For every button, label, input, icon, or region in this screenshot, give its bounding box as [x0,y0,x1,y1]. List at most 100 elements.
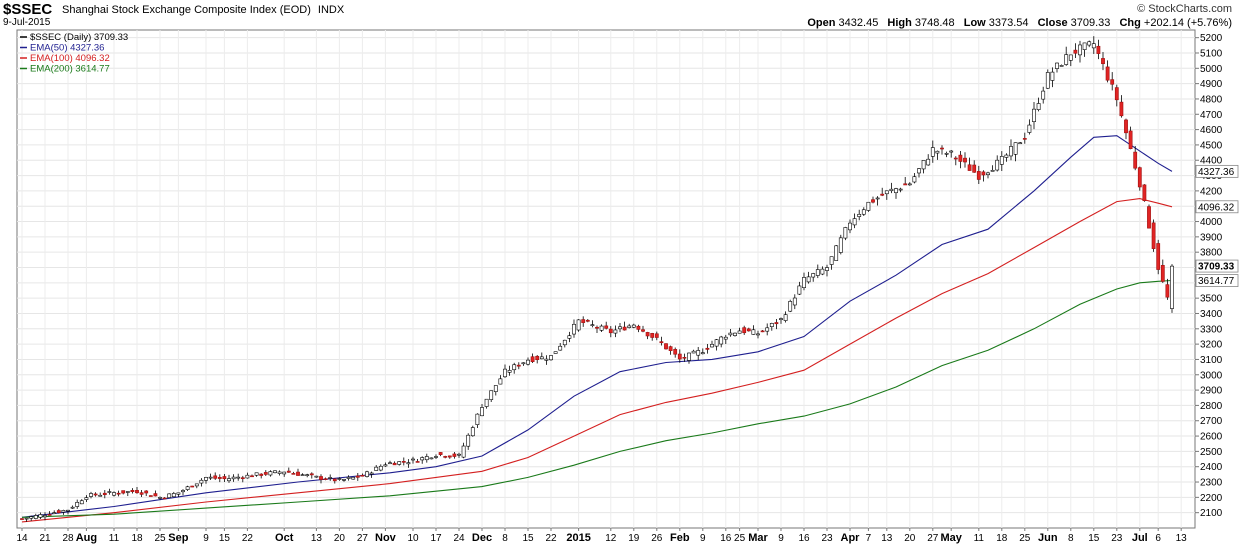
y-tick-label: 5000 [1200,64,1223,75]
candle [314,475,319,478]
y-tick-label: 4600 [1200,125,1223,136]
x-tick-label: 25 [734,533,746,544]
candle [300,473,305,476]
candle [305,473,310,478]
candle [84,495,89,502]
x-tick-label: 21 [39,533,51,544]
candle [981,170,986,182]
x-tick-label: 23 [821,533,833,544]
candle [190,485,195,488]
candle [788,299,793,313]
candle [590,320,595,328]
y-tick-label: 5100 [1200,48,1223,59]
candle [733,332,737,337]
candle [999,151,1004,171]
candle [181,489,185,496]
candle [1059,64,1064,67]
candle [599,324,604,333]
candle [843,226,848,241]
candle [940,145,944,155]
candle [567,331,572,343]
candle [33,513,38,520]
candle [153,490,158,497]
candle [29,515,34,521]
candle [461,442,466,459]
x-tick-label: 9 [700,533,706,544]
candle [263,470,268,476]
candle [838,234,843,255]
candle [112,491,116,497]
plot-frame [16,29,1196,529]
price-box: 4096.32 [1195,200,1239,213]
candle [1027,119,1032,135]
x-tick-label: Jul [1132,532,1148,544]
candle [227,474,231,483]
candle [1041,86,1046,104]
x-tick-label: 19 [628,533,640,544]
candle [1091,36,1096,54]
candle [871,196,875,204]
candle [719,335,724,348]
high-value: 3748.48 [914,17,955,29]
candle [254,472,259,477]
candle [420,456,425,464]
candle [723,334,728,344]
candle [1151,219,1156,252]
candle [346,475,351,481]
candle [392,461,397,466]
close-value: 3709.33 [1070,17,1111,29]
candle [411,456,415,464]
candle [576,319,581,332]
candle [608,326,613,338]
candle [268,470,273,477]
candle [668,345,673,355]
candle [742,325,747,335]
candle [944,151,949,158]
candle [618,323,622,333]
candle [199,478,204,487]
y-tick-label: 3800 [1200,248,1223,259]
candle [475,413,480,428]
candle [176,492,181,498]
candle [861,207,866,216]
candle [66,509,70,515]
candle [61,509,66,515]
candle [852,213,857,229]
candle [705,343,710,354]
candle [829,256,834,270]
candle [470,425,475,437]
candle [641,325,645,333]
y-tick-label: 2800 [1200,401,1223,412]
candle [144,490,149,497]
candle [756,330,760,339]
x-tick-label: 13 [1176,533,1188,544]
candle [581,316,586,327]
x-tick-label: 12 [605,533,617,544]
candle [682,353,687,362]
candle [158,496,162,500]
y-tick-label: 2400 [1200,462,1223,473]
y-tick-label: 4400 [1200,156,1223,167]
candle [194,483,199,489]
x-tick-label: 15 [219,533,231,544]
candle [319,474,323,484]
y-tick-label: 4800 [1200,94,1223,105]
candle [167,493,172,498]
candle [498,375,503,385]
x-tick-label: 24 [453,533,465,544]
candle [714,338,719,351]
low-label: Low [963,17,986,29]
candle [493,385,498,396]
candle [1096,39,1101,60]
x-tick-label: 15 [1088,533,1100,544]
candle [650,332,655,341]
x-tick-label: Sep [168,532,188,544]
y-tick-label: 2100 [1200,508,1223,519]
legend-entry: $SSEC (Daily) 3709.33 [30,32,128,43]
y-tick-label: 4000 [1200,217,1223,228]
candle [365,470,369,478]
candle [116,490,121,497]
candle [121,490,126,495]
x-tick-label: Dec [472,532,492,544]
